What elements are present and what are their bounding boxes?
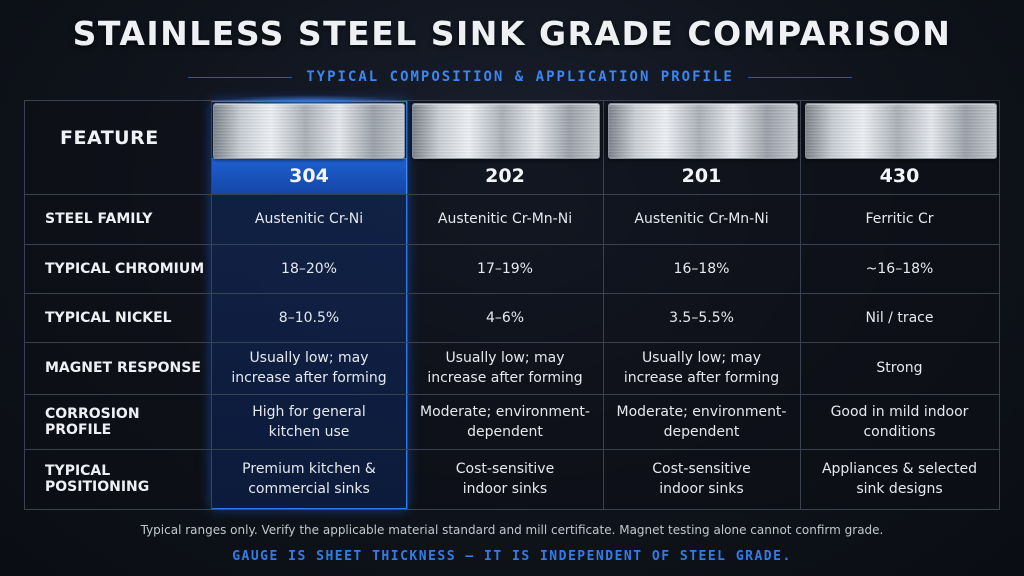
row-divider: [25, 293, 999, 294]
row-label-typical-chromium: TYPICAL CHROMIUM: [45, 260, 205, 277]
grade-header-430: 430: [879, 165, 920, 187]
table-cell: Cost-sensitive indoor sinks: [652, 461, 751, 497]
comparison-table: FEATURE 304 202 201 430 STEEL FAMILY Aus…: [24, 95, 1000, 510]
table-cell: Usually low; may increase after forming: [623, 350, 780, 386]
table-cell: High for general kitchen use: [252, 403, 366, 440]
row-divider: [25, 342, 999, 343]
table-cell: 18–20%: [281, 260, 337, 277]
table-cell: 4–6%: [485, 309, 525, 326]
table-cell: 3.5–5.5%: [669, 309, 734, 326]
row-divider: [25, 244, 999, 245]
table-cell: Premium kitchen & commercial sinks: [242, 461, 376, 497]
table-cell: Usually low; may increase after forming: [427, 350, 583, 386]
table-cell: Moderate; environment- dependent: [616, 403, 787, 440]
steel-plate-202: [412, 103, 600, 159]
table-cell: Usually low; may increase after forming: [231, 350, 387, 386]
subtitle: TYPICAL COMPOSITION & APPLICATION PROFIL…: [306, 69, 734, 85]
table-cell: Austenitic Cr-Mn-Ni: [634, 211, 769, 227]
column-divider: [211, 101, 212, 509]
table-cell: Austenitic Cr-Ni: [254, 211, 364, 227]
steel-plate-201: [608, 103, 798, 159]
row-label-steel-family: STEEL FAMILY: [45, 211, 153, 227]
table-cell: 17–19%: [477, 260, 533, 277]
grade-header-202: 202: [485, 165, 525, 187]
table-cell: 8–10.5%: [278, 309, 340, 326]
table-cell: Moderate; environment- dependent: [420, 403, 590, 440]
subtitle-rule-right: [747, 76, 853, 78]
page-title: STAINLESS STEEL SINK GRADE COMPARISON: [72, 14, 952, 53]
table-cell: Austenitic Cr-Mn-Ni: [437, 211, 573, 227]
row-label-magnet-response: MAGNET RESPONSE: [45, 360, 201, 376]
grade-header-304: 304: [289, 165, 329, 187]
footer-callout: GAUGE IS SHEET THICKNESS — IT IS INDEPEN…: [232, 549, 792, 564]
row-divider: [25, 194, 999, 195]
subtitle-row: TYPICAL COMPOSITION & APPLICATION PROFIL…: [188, 64, 853, 90]
table-cell: Ferritic Cr: [865, 211, 934, 227]
row-label-typical-nickel: TYPICAL NICKEL: [45, 309, 172, 326]
steel-plate-304: [213, 103, 405, 159]
table-cell: Cost-sensitive indoor sinks: [455, 461, 555, 497]
table-cell: Strong: [876, 360, 923, 376]
feature-header: FEATURE: [60, 127, 159, 149]
column-divider: [800, 101, 801, 509]
disclaimer-note: Typical ranges only. Verify the applicab…: [140, 523, 884, 537]
table-cell: Good in mild indoor conditions: [830, 403, 969, 440]
row-divider: [25, 449, 999, 450]
row-divider: [25, 394, 999, 395]
table-cell: Nil / trace: [865, 309, 934, 326]
grade-header-201: 201: [681, 165, 722, 187]
table-cell: Appliances & selected sink designs: [821, 461, 978, 497]
row-label-typical-positioning: TYPICAL POSITIONING: [45, 463, 150, 495]
subtitle-rule-left: [188, 76, 293, 78]
steel-plate-430: [805, 103, 997, 159]
highlight-glow: [211, 95, 407, 103]
table-cell: ~16–18%: [865, 260, 934, 277]
row-label-corrosion-profile: CORROSION PROFILE: [45, 405, 140, 438]
table-cell: 16–18%: [673, 260, 730, 277]
column-divider: [603, 101, 604, 509]
column-divider: [407, 101, 408, 509]
